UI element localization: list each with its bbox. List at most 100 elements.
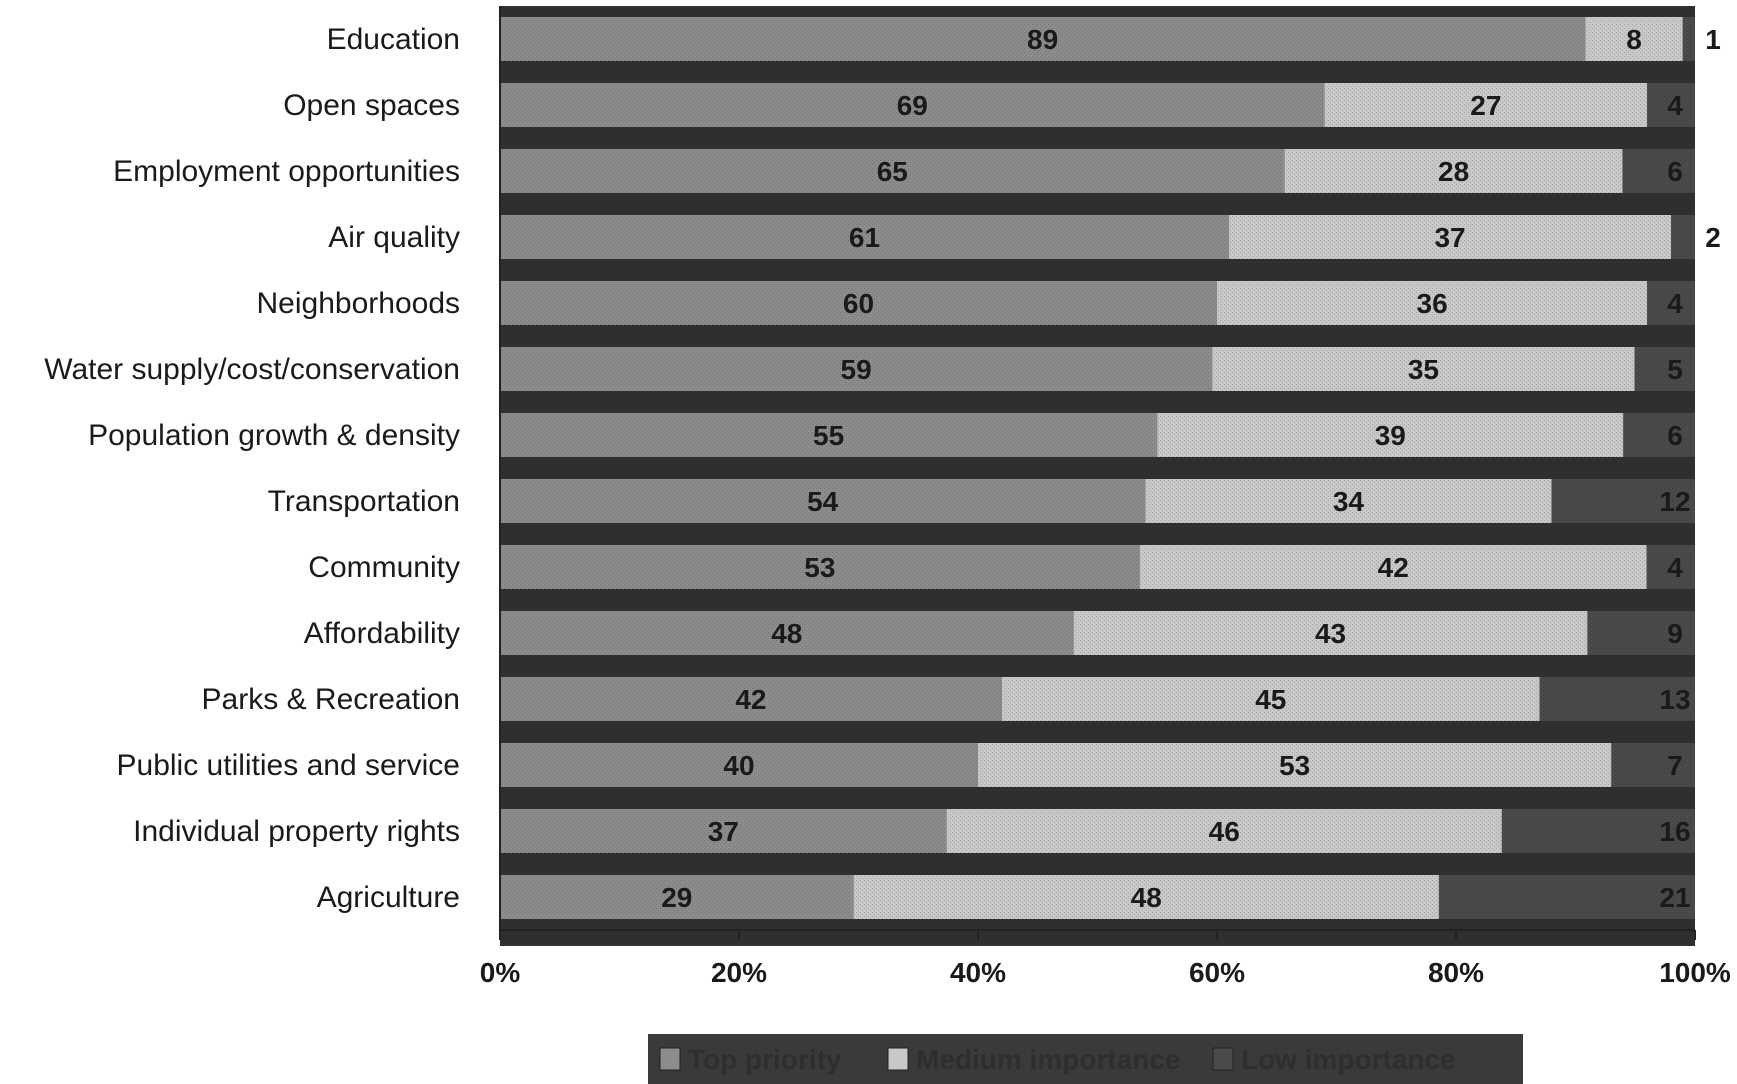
data-label: 37 xyxy=(708,816,739,847)
bar-texture xyxy=(500,281,1217,325)
bar-texture xyxy=(853,875,1439,919)
bars-layer: 89 8 169 27 465 28 661 37 260 36 459 35 555 39 654 34 12… xyxy=(500,17,1721,919)
data-label: 7 xyxy=(1667,750,1683,781)
legend-swatch xyxy=(887,1047,909,1071)
bar-texture xyxy=(500,17,1586,61)
data-label: 5 xyxy=(1667,354,1683,385)
category-label: Transportation xyxy=(268,485,460,518)
category-label: Education xyxy=(327,23,460,56)
data-label: 54 xyxy=(807,486,839,517)
data-label: 28 xyxy=(1438,156,1469,187)
bar-texture xyxy=(1139,545,1647,589)
data-label: 48 xyxy=(771,618,802,649)
bar-texture xyxy=(1001,677,1540,721)
bar-texture xyxy=(500,809,947,853)
bar-texture xyxy=(1682,17,1695,61)
data-label: 46 xyxy=(1209,816,1240,847)
bar-texture xyxy=(1646,545,1695,589)
legend-swatch xyxy=(659,1047,681,1071)
category-label: Affordability xyxy=(304,617,460,650)
category-label: Agriculture xyxy=(317,881,460,914)
category-label: Open spaces xyxy=(283,89,460,122)
data-label: 1 xyxy=(1705,24,1721,55)
data-label: 9 xyxy=(1667,618,1683,649)
data-label: 48 xyxy=(1131,882,1162,913)
legend-label: Medium importance xyxy=(916,1044,1180,1075)
category-label: Neighborhoods xyxy=(257,287,460,320)
bar-texture xyxy=(500,677,1002,721)
bar-texture xyxy=(1647,83,1695,127)
category-label: Individual property rights xyxy=(133,815,460,848)
data-label: 21 xyxy=(1659,882,1690,913)
bar-texture xyxy=(500,347,1213,391)
x-tick-label: 0% xyxy=(480,957,521,988)
bar-texture xyxy=(500,611,1074,655)
bar-texture xyxy=(1145,479,1552,523)
data-label: 13 xyxy=(1659,684,1690,715)
data-label: 35 xyxy=(1408,354,1439,385)
data-label: 4 xyxy=(1667,288,1683,319)
data-label: 43 xyxy=(1315,618,1346,649)
data-label: 27 xyxy=(1470,90,1501,121)
data-label: 53 xyxy=(804,552,835,583)
bar-texture xyxy=(500,83,1325,127)
plot-area-background xyxy=(500,6,1695,946)
legend: Top priority Medium importance Low importa… xyxy=(648,1034,1523,1084)
bar-texture xyxy=(1551,479,1695,523)
bar-texture xyxy=(500,149,1285,193)
data-label: 89 xyxy=(1027,24,1058,55)
x-tick-label: 40% xyxy=(950,957,1006,988)
bar-texture xyxy=(500,545,1140,589)
x-tick-label: 20% xyxy=(711,957,767,988)
data-label: 2 xyxy=(1705,222,1721,253)
category-label: Employment opportunities xyxy=(113,155,460,188)
data-label: 60 xyxy=(843,288,874,319)
bar-texture xyxy=(1324,83,1648,127)
bar-texture xyxy=(1539,677,1695,721)
category-label: Air quality xyxy=(328,221,460,254)
data-label: 36 xyxy=(1417,288,1448,319)
data-label: 4 xyxy=(1667,552,1683,583)
data-label: 55 xyxy=(813,420,844,451)
bar-texture xyxy=(500,413,1158,457)
data-label: 42 xyxy=(1378,552,1409,583)
bar-texture xyxy=(1623,413,1695,457)
x-tick-label: 100% xyxy=(1659,957,1731,988)
bar-texture xyxy=(1073,611,1588,655)
bar-texture xyxy=(946,809,1502,853)
legend-swatch xyxy=(1212,1047,1234,1071)
data-label: 45 xyxy=(1255,684,1286,715)
bar-texture xyxy=(1587,611,1695,655)
data-label: 65 xyxy=(877,156,908,187)
category-label: Parks & Recreation xyxy=(202,683,460,716)
data-label: 4 xyxy=(1667,90,1683,121)
bar-texture xyxy=(500,215,1229,259)
data-label: 40 xyxy=(723,750,754,781)
bar-texture xyxy=(1611,743,1695,787)
bar-texture xyxy=(1634,347,1695,391)
bar-texture xyxy=(500,479,1146,523)
bar-texture xyxy=(1501,809,1695,853)
bar-texture xyxy=(1157,413,1624,457)
bar-texture xyxy=(1228,215,1672,259)
data-label: 34 xyxy=(1333,486,1365,517)
bar-texture xyxy=(1217,281,1648,325)
bar-texture xyxy=(1212,347,1635,391)
category-label: Water supply/cost/conservation xyxy=(44,353,460,386)
bar-texture xyxy=(1284,149,1623,193)
bar-texture xyxy=(500,743,978,787)
bar-texture xyxy=(1622,149,1695,193)
bar-texture xyxy=(500,875,854,919)
data-label: 12 xyxy=(1659,486,1690,517)
data-label: 39 xyxy=(1375,420,1406,451)
data-label: 6 xyxy=(1667,156,1683,187)
data-label: 37 xyxy=(1434,222,1465,253)
data-label: 16 xyxy=(1659,816,1690,847)
data-label: 53 xyxy=(1279,750,1310,781)
category-label: Population growth & density xyxy=(88,419,460,452)
bar-texture xyxy=(1671,215,1695,259)
data-label: 29 xyxy=(661,882,692,913)
data-label: 6 xyxy=(1667,420,1683,451)
x-axis: 0% 20% 40% 60% 80% 100% xyxy=(480,6,1731,988)
legend-label: Low importance xyxy=(1241,1044,1456,1075)
